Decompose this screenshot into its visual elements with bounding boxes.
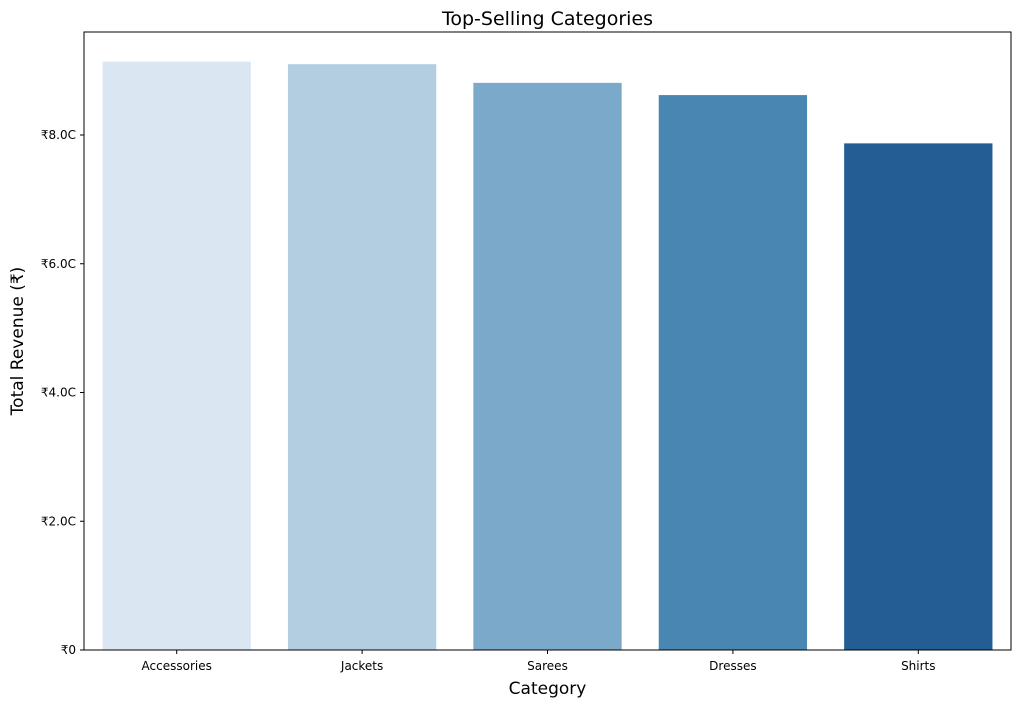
x-tick-label: Dresses [709, 659, 756, 673]
y-axis-title: Total Revenue (₹) [8, 267, 28, 417]
x-axis-title: Category [509, 679, 587, 699]
bar-dresses [658, 95, 808, 651]
y-tick-label: ₹4.0C [41, 386, 76, 400]
bar-accessories [102, 61, 251, 651]
x-tick-label: Jackets [340, 659, 383, 673]
x-axis-ticks: Accessories Jackets Sarees Dresses Shirts [142, 650, 936, 673]
x-tick-label: Sarees [527, 659, 568, 673]
y-tick-label: ₹0 [61, 643, 76, 657]
x-tick-label: Shirts [901, 659, 935, 673]
bar-shirts [844, 143, 993, 650]
y-axis-ticks: ₹0 ₹2.0C ₹4.0C ₹6.0C ₹8.0C [41, 128, 84, 657]
chart-title: Top-Selling Categories [441, 8, 653, 30]
bar-sarees [473, 82, 622, 651]
y-tick-label: ₹8.0C [41, 128, 76, 142]
bar-jackets [287, 64, 437, 650]
x-tick-label: Accessories [142, 659, 212, 673]
y-tick-label: ₹6.0C [41, 257, 76, 271]
bars-group [102, 61, 993, 651]
y-tick-label: ₹2.0C [41, 514, 76, 528]
